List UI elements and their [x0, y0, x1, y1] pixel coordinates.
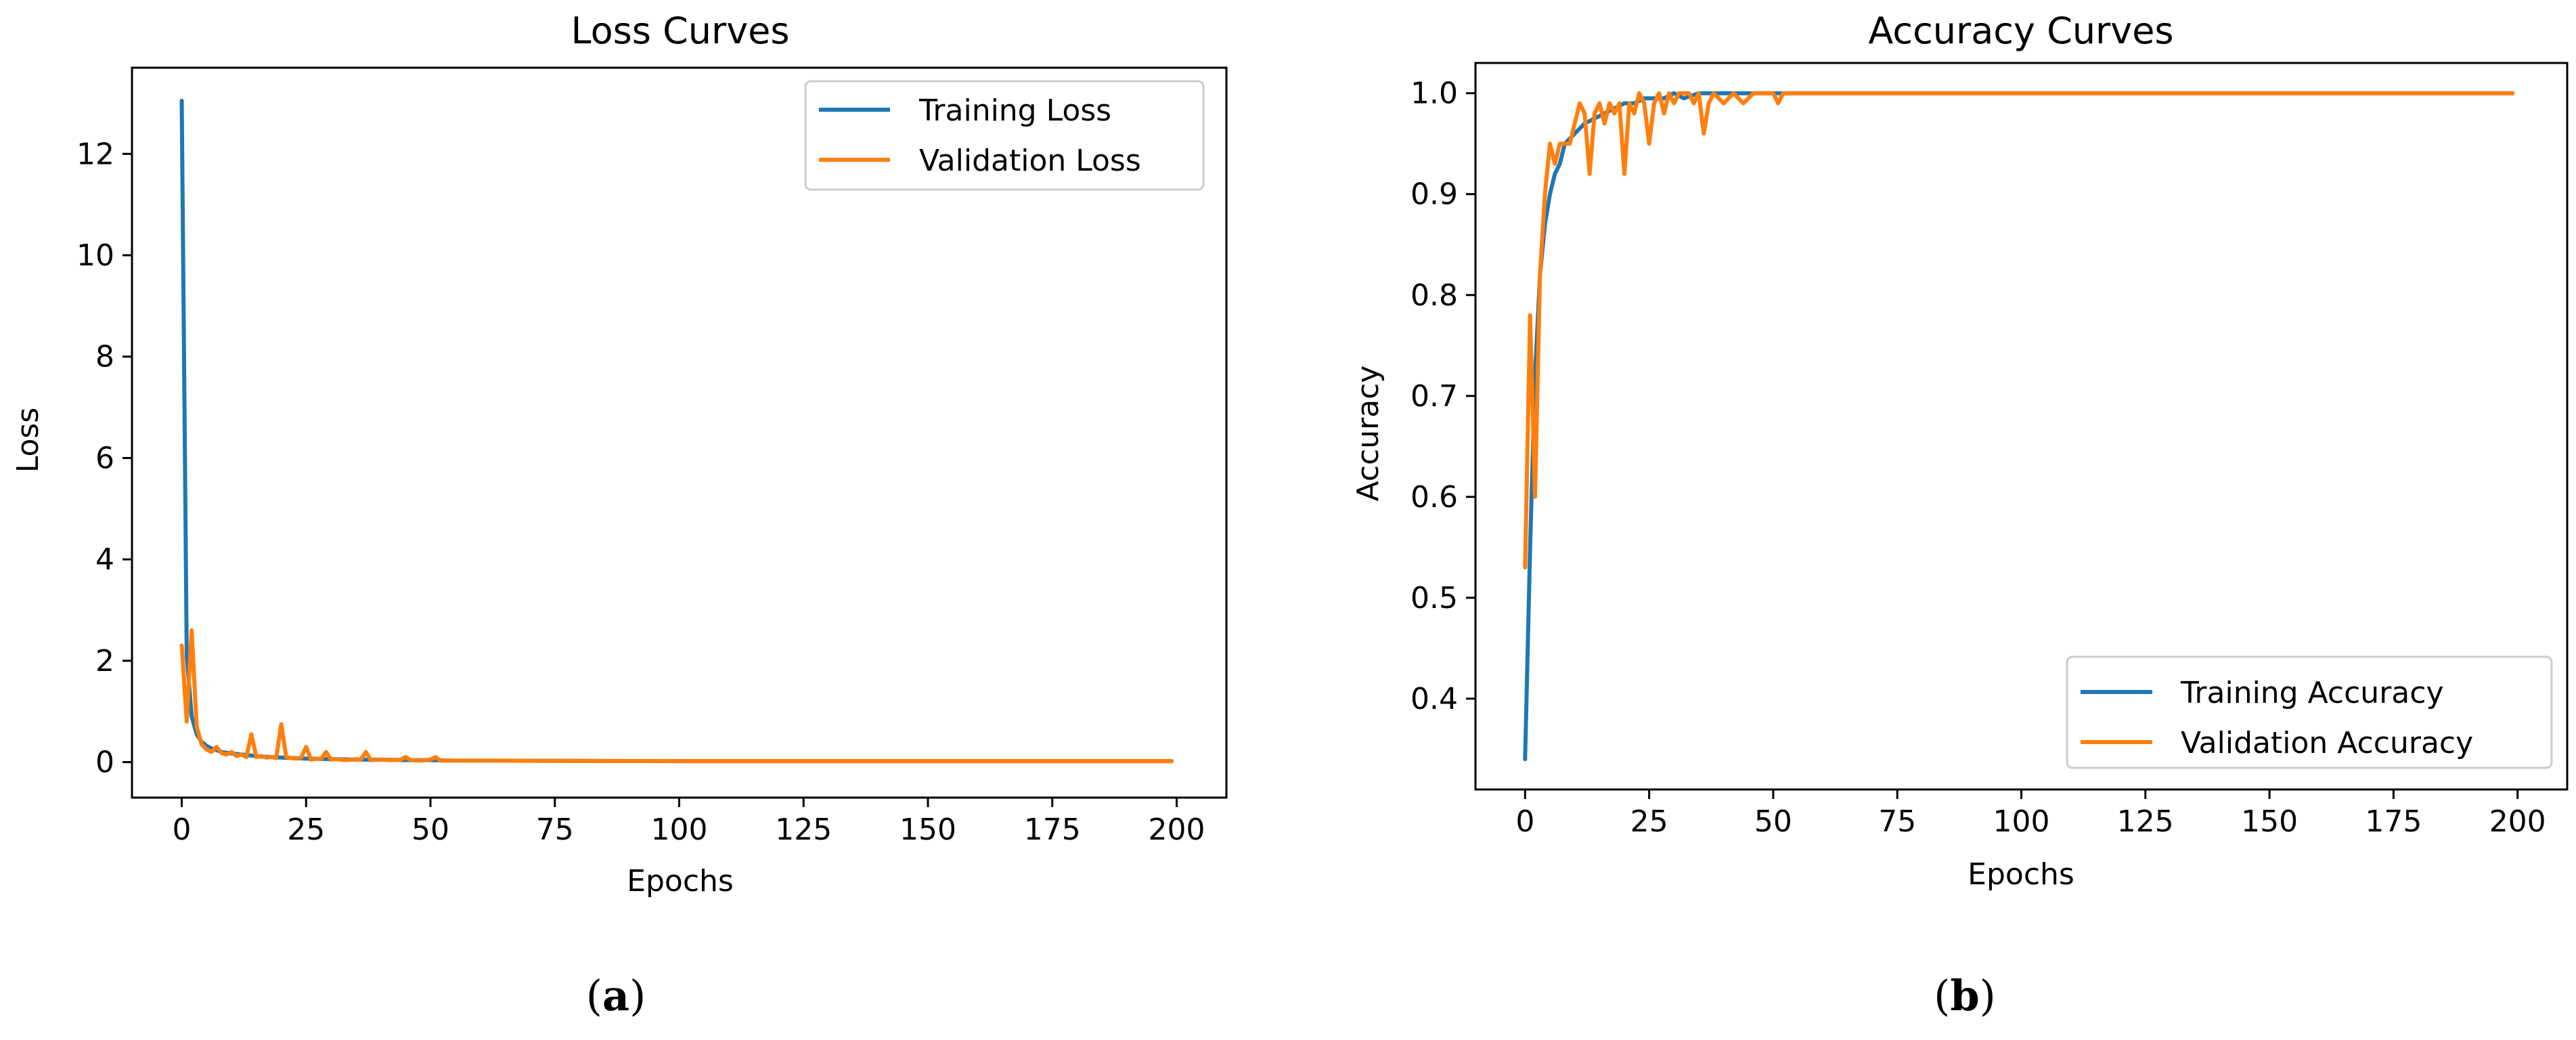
- series-line-validation-accuracy: [1523, 91, 2515, 570]
- plot-frame: [1474, 62, 2569, 791]
- x-tick-label: 0: [173, 812, 192, 847]
- x-tick-label: 75: [1878, 804, 1916, 839]
- x-axis-label: Epochs: [627, 864, 734, 898]
- series-lines: [179, 98, 1174, 764]
- y-tick-label: 0.8: [1411, 278, 1458, 313]
- legend-label-training-accuracy: Training Accuracy: [2180, 676, 2443, 710]
- x-axis-label: Epochs: [1968, 857, 2074, 892]
- series-lines: [1523, 91, 2515, 762]
- y-tick-label: 1.0: [1411, 77, 1458, 111]
- legend-box: [804, 80, 1205, 191]
- y-tick-label: 0.7: [1411, 379, 1458, 414]
- y-tick-label: 12: [76, 137, 114, 171]
- x-tick-label: 0: [1515, 804, 1534, 839]
- axis-ticks: 0 25 50 75 100 125 150 175 200 0 2 4 6 8 10 12: [76, 137, 1205, 847]
- y-tick-label: 0: [95, 745, 114, 780]
- x-tick-label: 200: [1149, 812, 1205, 847]
- y-tick-label: 4: [95, 542, 114, 577]
- y-tick-label: 0.5: [1411, 581, 1458, 615]
- x-tick-label: 100: [1993, 804, 2050, 839]
- y-tick-label: 0.4: [1411, 682, 1458, 716]
- x-tick-label: 25: [1630, 804, 1668, 839]
- x-tick-label: 125: [2117, 804, 2174, 839]
- chart-title: Loss Curves: [571, 9, 789, 52]
- legend-label-training-loss: Training Loss: [918, 93, 1111, 128]
- y-axis-label: Accuracy: [1351, 366, 1385, 502]
- y-tick-label: 10: [76, 238, 114, 273]
- x-tick-label: 200: [2489, 804, 2546, 839]
- y-tick-label: 2: [95, 644, 114, 678]
- y-tick-label: 6: [95, 441, 114, 475]
- legend-label-validation-accuracy: Validation Accuracy: [2181, 726, 2473, 760]
- x-tick-label: 25: [287, 812, 325, 847]
- x-tick-label: 125: [775, 812, 832, 847]
- legend: Training Accuracy Validation Accuracy: [2066, 655, 2553, 769]
- subfigure-label-a: (a): [586, 971, 646, 1020]
- legend-box: [2066, 655, 2553, 769]
- x-tick-label: 150: [2241, 804, 2298, 839]
- accuracy-chart-panel: Accuracy Curves Epochs Accuracy 0 25 50 75 1…: [1351, 9, 2569, 892]
- axis-ticks: 0 25 50 75 100 125 150 175 200 0.4 0.5 0.6 0.7 0.8 0.9…: [1411, 77, 2546, 839]
- x-tick-label: 100: [651, 812, 708, 847]
- y-axis-label: Loss: [11, 408, 45, 473]
- x-tick-label: 50: [412, 812, 449, 847]
- chart-title: Accuracy Curves: [1868, 9, 2173, 52]
- y-tick-label: 0.6: [1411, 480, 1458, 515]
- x-tick-label: 150: [900, 812, 956, 847]
- plot-frame: [131, 66, 1228, 799]
- y-tick-label: 8: [95, 340, 114, 374]
- y-tick-label: 0.9: [1411, 177, 1458, 212]
- x-tick-label: 75: [536, 812, 574, 847]
- x-tick-label: 50: [1754, 804, 1792, 839]
- series-line-training-loss: [179, 98, 1174, 764]
- x-tick-label: 175: [1024, 812, 1081, 847]
- loss-chart-panel: Loss Curves Epochs Loss 0 25 50 75 100 125 150…: [11, 9, 1228, 898]
- legend: Training Loss Validation Loss: [804, 80, 1205, 191]
- series-line-validation-loss: [179, 628, 1174, 764]
- legend-label-validation-loss: Validation Loss: [919, 144, 1141, 178]
- x-tick-label: 175: [2365, 804, 2422, 839]
- subfigure-label-b: (b): [1934, 971, 1996, 1020]
